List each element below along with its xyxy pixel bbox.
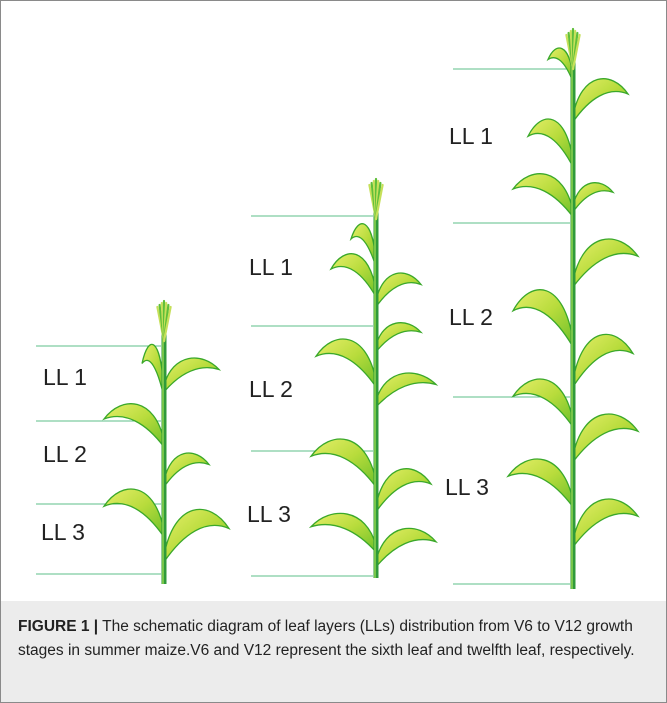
leaf <box>376 528 436 567</box>
leaf <box>142 344 164 397</box>
leaf <box>164 358 219 392</box>
plants <box>36 29 638 589</box>
caption-label: FIGURE 1 | <box>18 618 98 635</box>
diagram: LL 1 LL 2 LL 3 LL 1 LL 2 LL 3 LL 1 LL 2 … <box>1 1 666 601</box>
leaf <box>376 469 431 512</box>
leaf <box>376 373 436 407</box>
leaf <box>164 453 209 487</box>
leaf <box>164 509 229 562</box>
leaf <box>508 459 573 507</box>
layer-label: LL 1 <box>249 254 293 280</box>
leaf <box>104 404 164 447</box>
layer-label: LL 2 <box>249 376 293 402</box>
leaf <box>528 119 573 167</box>
caption-text: The schematic diagram of leaf layers (LL… <box>18 618 635 659</box>
figure: LL 1 LL 2 LL 3 LL 1 LL 2 LL 3 LL 1 LL 2 … <box>0 0 667 703</box>
leaf <box>513 290 573 347</box>
leaf <box>316 339 376 387</box>
layer-label: LL 1 <box>449 123 493 149</box>
leaf <box>311 513 376 552</box>
leaf <box>513 174 573 217</box>
layer-label: LL 3 <box>41 519 85 545</box>
leaf <box>331 254 376 297</box>
leaf <box>376 273 421 307</box>
leaf <box>104 489 164 537</box>
leaf <box>573 183 613 212</box>
layer-label: LL 3 <box>445 474 489 500</box>
caption: FIGURE 1 | The schematic diagram of leaf… <box>1 601 666 702</box>
leaf <box>311 439 376 487</box>
layer-label: LL 3 <box>247 501 291 527</box>
leaf <box>376 323 421 352</box>
layer-label: LL 2 <box>43 441 87 467</box>
leaf <box>573 499 638 547</box>
leaf <box>573 414 638 462</box>
leaf <box>513 379 573 427</box>
layer-label: LL 1 <box>43 364 87 390</box>
leaf <box>573 239 638 287</box>
leaf <box>573 334 633 387</box>
leaf <box>573 79 628 122</box>
layer-label: LL 2 <box>449 304 493 330</box>
